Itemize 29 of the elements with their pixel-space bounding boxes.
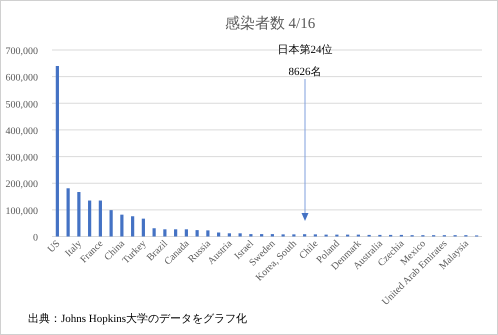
y-tick-label: 0 — [33, 232, 38, 244]
bar — [174, 229, 178, 236]
bar — [120, 214, 124, 236]
bar — [217, 232, 220, 236]
bar — [98, 200, 102, 236]
bar — [131, 216, 134, 236]
chart-title: 感染者数 4/16 — [224, 15, 316, 32]
bar — [77, 192, 80, 236]
y-tick-label: 600,000 — [6, 72, 38, 84]
bar — [142, 218, 145, 236]
source-note: 出典：Johns Hopkins大学のデータをグラフ化 — [28, 312, 248, 325]
x-tick-label: US — [46, 238, 62, 256]
bar — [196, 230, 199, 236]
bar — [66, 188, 70, 236]
bar — [206, 230, 210, 236]
bar — [184, 229, 188, 236]
annotation: 8626名 — [288, 66, 322, 78]
y-tick-label: 400,000 — [6, 126, 38, 137]
y-tick-label: 100,000 — [6, 206, 38, 217]
bar — [110, 210, 113, 236]
bar — [56, 66, 59, 236]
y-tick-label: 500,000 — [6, 99, 38, 110]
y-tick-label: 700,000 — [6, 46, 38, 57]
bar — [152, 228, 156, 236]
annotation: 日本第24位 — [278, 43, 332, 56]
y-tick-label: 200,000 — [6, 179, 38, 190]
bar — [88, 200, 92, 236]
bar — [163, 229, 166, 236]
y-tick-label: 300,000 — [6, 152, 38, 164]
